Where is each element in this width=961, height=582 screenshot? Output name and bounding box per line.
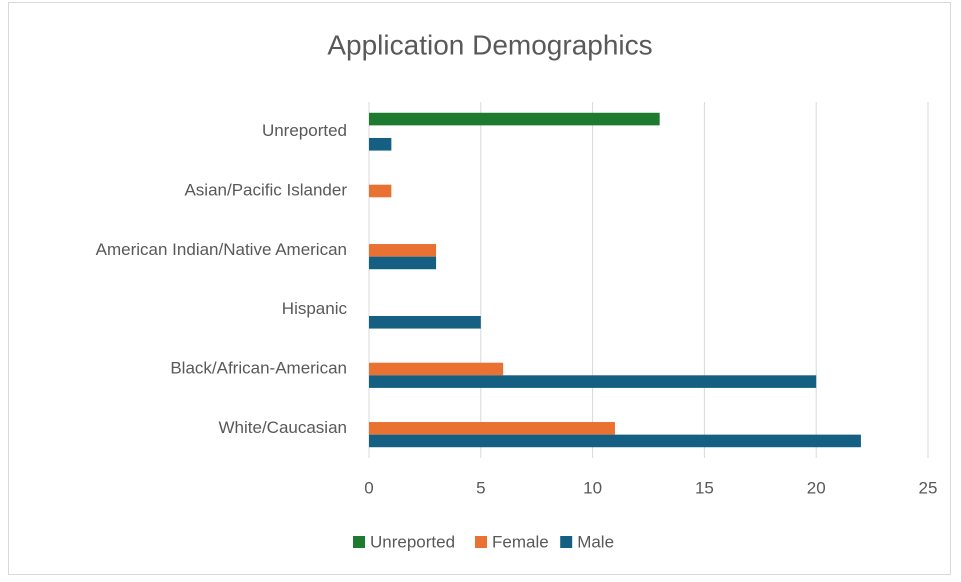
bar <box>369 184 392 198</box>
y-tick-label: White/Caucasian <box>218 418 347 437</box>
bar <box>369 422 615 435</box>
bar <box>369 244 437 257</box>
chart-title: Application Demographics <box>327 29 652 60</box>
legend-label: Male <box>577 532 614 551</box>
bar <box>369 256 437 270</box>
legend-swatch <box>353 536 365 548</box>
x-tick-label: 15 <box>695 478 714 497</box>
y-tick-label: Black/African-American <box>170 358 347 377</box>
y-tick-label: Asian/Pacific Islander <box>184 180 347 199</box>
x-tick-label: 10 <box>583 478 602 497</box>
y-tick-label: Hispanic <box>282 299 348 318</box>
bar <box>369 375 817 388</box>
x-tick-label: 20 <box>807 478 826 497</box>
bar <box>369 112 660 126</box>
legend-swatch <box>560 536 573 548</box>
legend-label: Unreported <box>370 532 455 551</box>
bar <box>369 362 504 376</box>
x-tick-label: 25 <box>919 478 938 497</box>
legend-swatch <box>475 536 487 548</box>
bar <box>369 315 481 329</box>
y-tick-label: American Indian/Native American <box>96 240 347 259</box>
chart-border <box>8 2 951 575</box>
bar <box>369 137 392 151</box>
legend-label: Female <box>492 532 549 551</box>
y-tick-label: Unreported <box>262 121 347 140</box>
x-tick-label: 5 <box>476 478 485 497</box>
bar <box>369 434 861 448</box>
x-tick-label: 0 <box>364 478 373 497</box>
